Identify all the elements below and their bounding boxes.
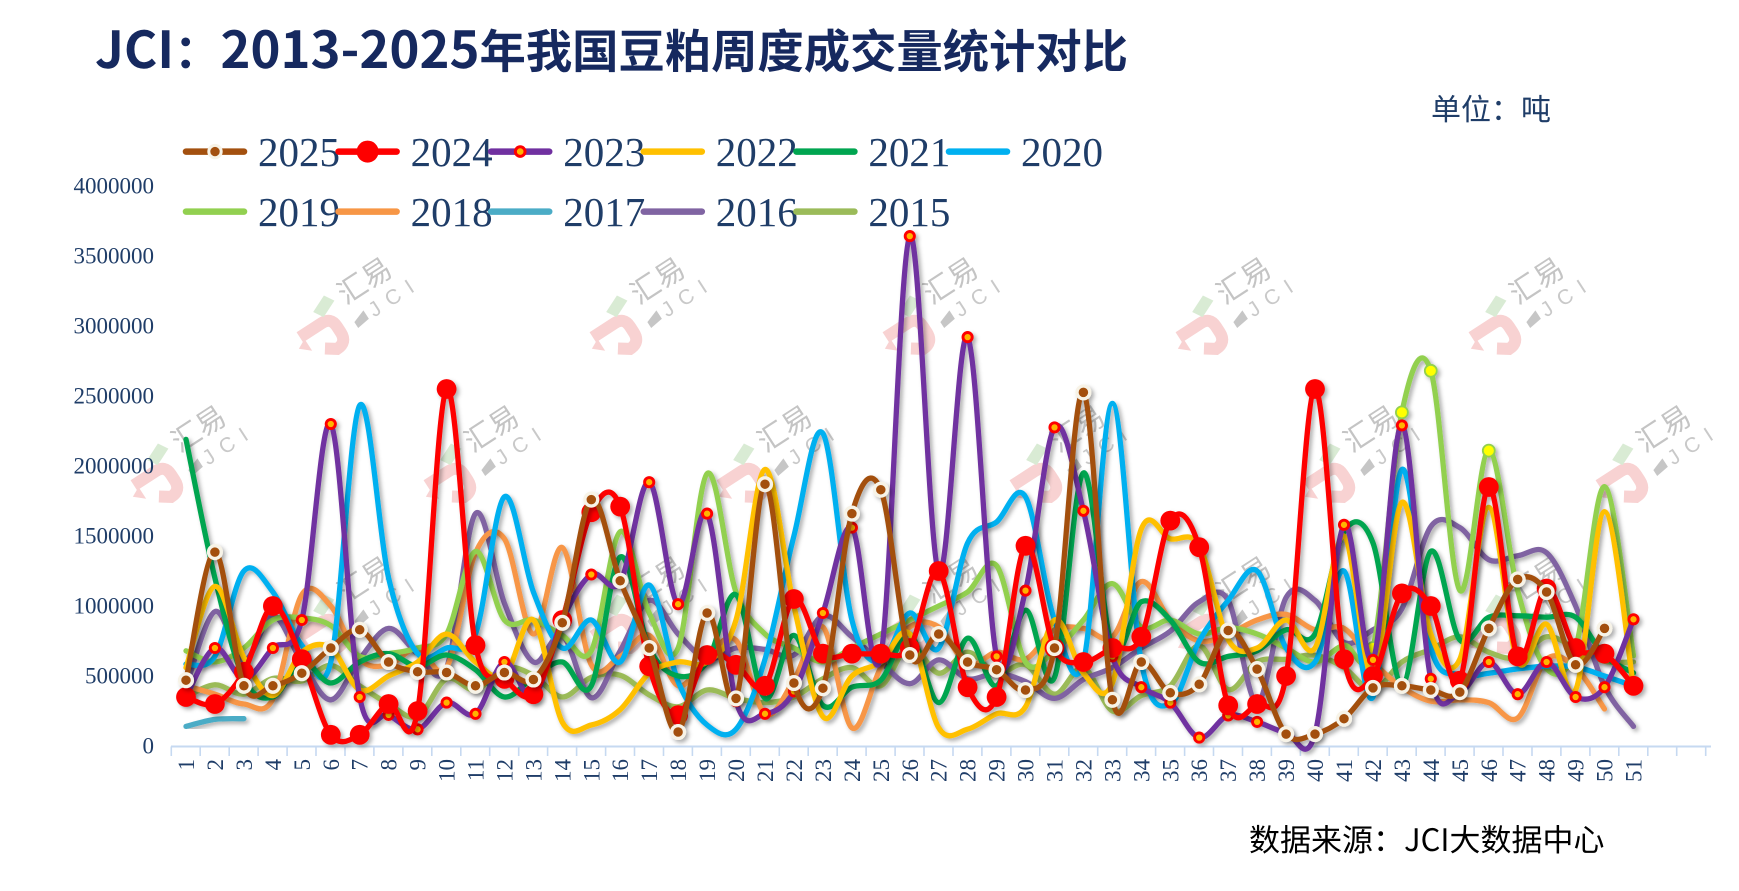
svg-text:19: 19 <box>695 759 720 782</box>
svg-text:4: 4 <box>261 759 286 771</box>
svg-text:50: 50 <box>1593 759 1618 782</box>
svg-text:17: 17 <box>637 759 662 782</box>
svg-text:15: 15 <box>579 759 604 782</box>
svg-text:46: 46 <box>1477 759 1502 782</box>
svg-text:39: 39 <box>1274 759 1299 782</box>
svg-text:2022: 2022 <box>716 129 798 175</box>
svg-text:29: 29 <box>985 759 1010 782</box>
svg-text:1000000: 1000000 <box>74 594 155 619</box>
svg-text:25: 25 <box>869 759 894 782</box>
svg-text:28: 28 <box>956 759 981 782</box>
svg-text:18: 18 <box>666 759 691 782</box>
svg-text:2025: 2025 <box>258 129 340 175</box>
svg-text:2000000: 2000000 <box>74 454 155 479</box>
svg-text:1500000: 1500000 <box>74 524 155 549</box>
svg-text:32: 32 <box>1071 759 1096 782</box>
svg-text:1: 1 <box>174 759 199 771</box>
svg-text:2023: 2023 <box>563 129 645 175</box>
svg-text:38: 38 <box>1245 759 1270 782</box>
svg-text:22: 22 <box>782 759 807 782</box>
svg-text:14: 14 <box>550 759 575 783</box>
svg-text:2017: 2017 <box>563 189 645 235</box>
svg-text:24: 24 <box>840 759 865 783</box>
svg-text:9: 9 <box>406 759 431 771</box>
svg-text:21: 21 <box>753 759 778 782</box>
svg-text:8: 8 <box>377 759 402 771</box>
svg-text:11: 11 <box>464 759 489 781</box>
svg-text:2016: 2016 <box>716 189 798 235</box>
svg-text:2500000: 2500000 <box>74 384 155 409</box>
svg-text:45: 45 <box>1448 759 1473 782</box>
svg-text:41: 41 <box>1332 759 1357 782</box>
svg-text:36: 36 <box>1187 759 1212 782</box>
svg-text:37: 37 <box>1216 759 1241 782</box>
svg-text:2024: 2024 <box>411 129 493 175</box>
svg-text:48: 48 <box>1535 759 1560 782</box>
svg-text:35: 35 <box>1158 759 1183 782</box>
svg-text:20: 20 <box>724 759 749 782</box>
svg-text:2021: 2021 <box>868 129 950 175</box>
svg-text:34: 34 <box>1129 759 1154 783</box>
svg-text:30: 30 <box>1014 759 1039 782</box>
svg-text:13: 13 <box>521 759 546 782</box>
svg-text:2020: 2020 <box>1021 129 1103 175</box>
svg-text:27: 27 <box>927 759 952 782</box>
svg-text:26: 26 <box>898 759 923 782</box>
svg-text:40: 40 <box>1303 759 1328 782</box>
svg-text:16: 16 <box>608 759 633 782</box>
svg-text:0: 0 <box>143 734 155 759</box>
svg-text:43: 43 <box>1390 759 1415 782</box>
svg-text:5: 5 <box>290 759 315 771</box>
svg-text:2019: 2019 <box>258 189 340 235</box>
svg-text:4000000: 4000000 <box>74 174 155 199</box>
svg-text:2015: 2015 <box>868 189 950 235</box>
svg-text:3500000: 3500000 <box>74 244 155 269</box>
svg-text:12: 12 <box>493 759 518 782</box>
svg-text:31: 31 <box>1043 759 1068 782</box>
svg-text:500000: 500000 <box>85 664 154 689</box>
svg-text:51: 51 <box>1622 759 1647 782</box>
svg-text:6: 6 <box>319 759 344 771</box>
svg-text:23: 23 <box>811 759 836 782</box>
svg-text:7: 7 <box>348 759 373 771</box>
svg-text:33: 33 <box>1100 759 1125 782</box>
svg-text:44: 44 <box>1419 759 1444 783</box>
svg-text:49: 49 <box>1564 759 1589 782</box>
svg-text:3000000: 3000000 <box>74 314 155 339</box>
svg-text:2: 2 <box>203 759 228 771</box>
svg-text:10: 10 <box>435 759 460 782</box>
svg-text:3: 3 <box>232 759 257 771</box>
svg-text:2018: 2018 <box>411 189 493 235</box>
svg-text:47: 47 <box>1506 759 1531 782</box>
svg-text:42: 42 <box>1361 759 1386 782</box>
